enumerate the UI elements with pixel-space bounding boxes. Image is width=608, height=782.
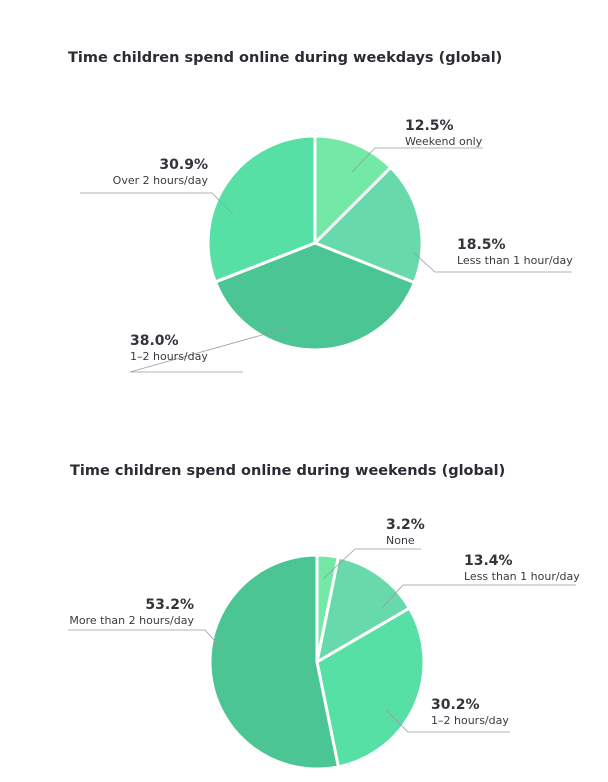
leader-line	[385, 709, 510, 733]
data-label-category: More than 2 hours/day	[69, 614, 194, 627]
pie-slice	[208, 553, 340, 771]
data-label-value: 30.2%	[431, 697, 480, 713]
chart-title-weekends: Time children spend online during weeken…	[70, 463, 505, 479]
pie-slice	[206, 134, 317, 284]
data-label-category: Weekend only	[405, 135, 483, 148]
leader-line	[351, 147, 483, 173]
data-label-category: Less than 1 hour/day	[457, 254, 573, 267]
data-label-category: 1–2 hours/day	[130, 350, 208, 363]
pie-slice	[313, 165, 424, 285]
leader-line	[322, 548, 421, 580]
pie-slice	[315, 606, 426, 769]
data-label-category: Less than 1 hour/day	[464, 570, 580, 583]
data-label-category: None	[386, 534, 415, 547]
data-label-category: 1–2 hours/day	[431, 714, 509, 727]
leader-line	[412, 251, 572, 273]
leader-line	[381, 584, 576, 609]
data-label-value: 30.9%	[159, 157, 208, 173]
data-label-value: 12.5%	[405, 118, 454, 134]
data-label-category: Over 2 hours/day	[113, 174, 209, 187]
pie-slice	[213, 241, 416, 352]
leader-line	[129, 327, 288, 373]
data-label-value: 18.5%	[457, 237, 506, 253]
pie-slice	[313, 134, 393, 245]
pie-weekdays: 12.5%Weekend only 18.5%Less than 1 hour/d…	[80, 118, 573, 373]
data-label-value: 53.2%	[145, 597, 194, 613]
data-label-value: 38.0%	[130, 333, 179, 349]
pie-slice	[315, 555, 411, 664]
pie-weekends: 3.2%None 13.4%Less than 1 hour/day 30.2%1–…	[68, 517, 580, 771]
chart-title-weekdays: Time children spend online during weekda…	[68, 50, 502, 66]
leader-line	[68, 629, 226, 653]
data-label-value: 13.4%	[464, 553, 513, 569]
leader-line	[80, 192, 234, 215]
data-label-value: 3.2%	[386, 517, 425, 533]
